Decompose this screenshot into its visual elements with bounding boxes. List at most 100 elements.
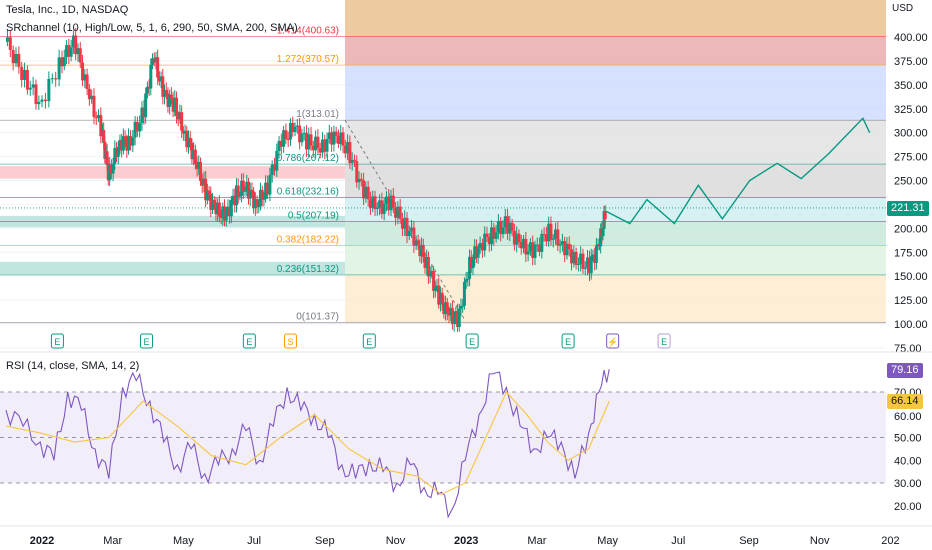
candle-body (508, 222, 512, 234)
candle-body (407, 231, 411, 236)
candle-body (257, 206, 261, 208)
fib-label: 1.414(400.63) (277, 25, 339, 36)
candle-body (123, 136, 127, 141)
candle-body (115, 147, 119, 157)
candle-body (542, 233, 546, 235)
candle-body (583, 267, 587, 269)
candle-body (400, 218, 404, 229)
candle-body (94, 116, 98, 119)
candle-body (142, 107, 146, 118)
candle-body (103, 141, 107, 159)
candle-body (135, 121, 139, 132)
candle-body (282, 130, 286, 147)
candle-body (599, 228, 603, 247)
event-marker-box (362, 333, 376, 349)
candle-body (11, 49, 15, 64)
rsi-sma-line (5, 391, 610, 496)
candle-body (120, 139, 124, 151)
event-marker-box (561, 333, 575, 349)
candle-body (223, 206, 226, 221)
candle-body (217, 202, 221, 217)
fib-label: 1(313.01) (296, 109, 339, 120)
candle-body (192, 149, 196, 160)
candle-body (588, 257, 592, 274)
candle-body (352, 159, 356, 162)
candle-body (442, 302, 446, 315)
candle-body (20, 66, 24, 80)
event-marker: E (50, 333, 64, 349)
candle-body (503, 216, 507, 228)
candle-body (398, 206, 402, 219)
candle-body (133, 121, 137, 138)
fib-label: 1.272(370.57) (277, 54, 339, 65)
rsi-sma-value-tag: 66.14 (887, 394, 923, 409)
candle-body (304, 132, 308, 150)
event-marker-label: E (661, 337, 667, 347)
candle-body (544, 234, 548, 242)
event-marker-label: E (144, 337, 150, 347)
candle-body (157, 77, 161, 82)
candle-body (325, 139, 329, 152)
fib-band (345, 36, 886, 66)
candle-body (240, 180, 244, 196)
candle-body (65, 45, 69, 58)
candle-body (99, 115, 103, 137)
candle-body (510, 222, 514, 231)
candle-body (468, 256, 472, 279)
candle-body (209, 193, 213, 210)
candle-body (528, 242, 532, 252)
candle-body (219, 216, 223, 219)
candle-body (125, 140, 129, 151)
candle-body (291, 123, 295, 132)
candle-body (238, 195, 242, 197)
candle-body (34, 84, 38, 105)
time-axis-tick: May (173, 535, 194, 547)
fib-label: 0.382(182.22) (277, 234, 339, 245)
candle-body (109, 164, 113, 174)
candle-body (602, 211, 606, 230)
candle-body (483, 233, 487, 251)
candle-body (188, 137, 192, 143)
candle-body (277, 140, 281, 152)
event-marker-label: E (54, 337, 60, 347)
candle-body (212, 199, 216, 204)
event-marker-box (606, 333, 620, 349)
event-marker: S (283, 333, 297, 349)
candle-body (591, 254, 595, 257)
candle-body (412, 227, 416, 246)
candle-body (457, 308, 461, 327)
candle-body (207, 190, 211, 194)
event-marker-box (283, 333, 297, 349)
candle-body (187, 137, 191, 148)
event-marker-label: E (469, 337, 475, 347)
candle-body (531, 242, 535, 258)
event-marker-box (140, 333, 154, 349)
price-axis-tick: 325.00 (894, 104, 928, 116)
candle-body (452, 318, 456, 324)
last-price-tag: 221.31 (887, 201, 929, 216)
candle-body (343, 145, 347, 154)
candle-body (168, 94, 172, 107)
candle-body (570, 249, 574, 264)
candle-body (8, 37, 12, 50)
event-marker-label: E (366, 337, 372, 347)
candle-body (471, 258, 475, 269)
candle-body (202, 178, 206, 186)
candle-body (149, 64, 153, 89)
candle-body (214, 203, 218, 215)
price-axis-tick: 300.00 (894, 128, 928, 140)
candle-body (25, 69, 29, 90)
candle-body (105, 151, 109, 164)
candle-body (81, 62, 85, 81)
candle-body (5, 37, 9, 42)
candle-body (485, 233, 489, 238)
candle-body (171, 98, 175, 112)
price-axis-tick: 250.00 (894, 176, 928, 188)
candle-body (60, 57, 64, 67)
candle-body (78, 48, 82, 63)
candle-body (266, 182, 270, 195)
candle-body (131, 137, 135, 146)
candle-body (264, 182, 268, 199)
candle-body (262, 198, 266, 200)
